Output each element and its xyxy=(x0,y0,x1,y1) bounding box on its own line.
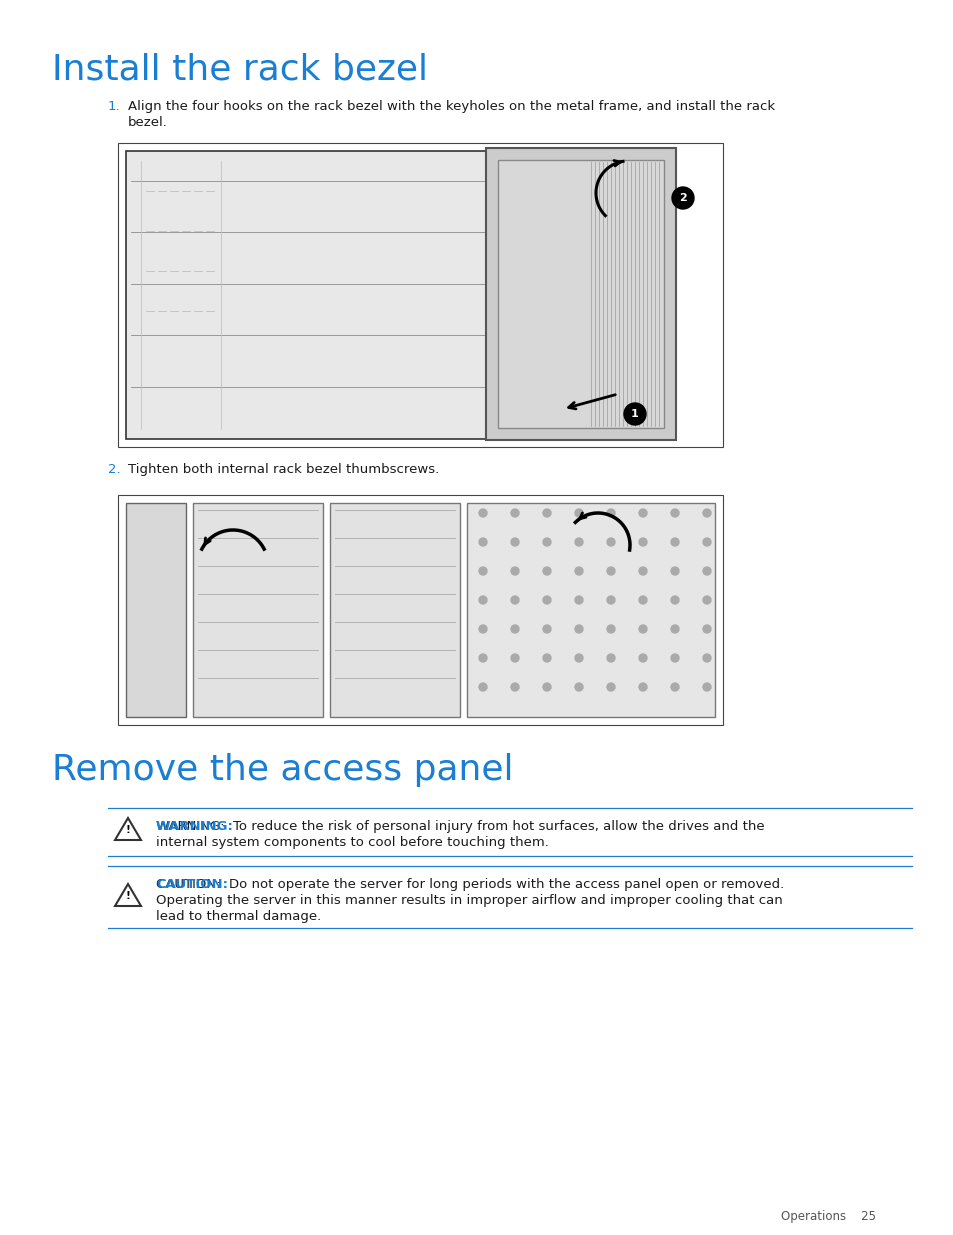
Text: !: ! xyxy=(126,890,131,902)
Circle shape xyxy=(575,538,582,546)
Text: !: ! xyxy=(126,825,131,835)
Circle shape xyxy=(542,655,551,662)
Text: WARNING:  To reduce the risk of personal injury from hot surfaces, allow the dri: WARNING: To reduce the risk of personal … xyxy=(156,820,763,832)
Circle shape xyxy=(575,597,582,604)
Circle shape xyxy=(606,625,615,634)
Circle shape xyxy=(542,683,551,692)
Circle shape xyxy=(639,567,646,576)
Circle shape xyxy=(511,683,518,692)
Circle shape xyxy=(702,597,710,604)
Circle shape xyxy=(639,538,646,546)
Circle shape xyxy=(606,509,615,517)
Circle shape xyxy=(575,625,582,634)
Circle shape xyxy=(702,538,710,546)
Bar xyxy=(485,148,676,440)
Circle shape xyxy=(671,186,693,209)
Circle shape xyxy=(639,509,646,517)
Circle shape xyxy=(670,655,679,662)
Circle shape xyxy=(606,683,615,692)
Polygon shape xyxy=(115,884,141,906)
Text: Operations    25: Operations 25 xyxy=(781,1210,875,1223)
Text: WARNING:: WARNING: xyxy=(156,820,233,832)
Circle shape xyxy=(575,683,582,692)
Circle shape xyxy=(478,625,486,634)
Text: bezel.: bezel. xyxy=(128,116,168,128)
Polygon shape xyxy=(115,818,141,840)
Text: Operating the server in this manner results in improper airflow and improper coo: Operating the server in this manner resu… xyxy=(156,894,781,906)
Circle shape xyxy=(511,625,518,634)
Circle shape xyxy=(639,655,646,662)
Text: Align the four hooks on the rack bezel with the keyholes on the metal frame, and: Align the four hooks on the rack bezel w… xyxy=(128,100,774,112)
Circle shape xyxy=(670,567,679,576)
Circle shape xyxy=(511,567,518,576)
Circle shape xyxy=(511,509,518,517)
Text: CAUTION:: CAUTION: xyxy=(156,878,228,890)
Circle shape xyxy=(702,567,710,576)
Text: CAUTION:  Do not operate the server for long periods with the access panel open : CAUTION: Do not operate the server for l… xyxy=(156,878,783,890)
Circle shape xyxy=(575,509,582,517)
Text: 2: 2 xyxy=(679,193,686,203)
Circle shape xyxy=(542,597,551,604)
Circle shape xyxy=(511,597,518,604)
Bar xyxy=(126,151,505,438)
Circle shape xyxy=(478,567,486,576)
Text: 2.: 2. xyxy=(108,463,120,475)
Circle shape xyxy=(702,625,710,634)
Circle shape xyxy=(702,655,710,662)
Circle shape xyxy=(478,655,486,662)
Circle shape xyxy=(542,625,551,634)
Circle shape xyxy=(670,538,679,546)
Bar xyxy=(467,503,714,718)
Bar xyxy=(118,495,722,725)
Circle shape xyxy=(542,538,551,546)
Circle shape xyxy=(623,403,645,425)
Circle shape xyxy=(478,597,486,604)
Circle shape xyxy=(606,567,615,576)
Circle shape xyxy=(639,683,646,692)
Text: 1: 1 xyxy=(631,409,639,419)
Circle shape xyxy=(575,655,582,662)
Circle shape xyxy=(478,509,486,517)
Circle shape xyxy=(511,538,518,546)
Text: lead to thermal damage.: lead to thermal damage. xyxy=(156,910,321,923)
Circle shape xyxy=(478,538,486,546)
Circle shape xyxy=(542,567,551,576)
Text: Remove the access panel: Remove the access panel xyxy=(52,753,513,787)
Circle shape xyxy=(606,538,615,546)
Circle shape xyxy=(606,655,615,662)
Bar xyxy=(126,503,186,718)
Circle shape xyxy=(606,597,615,604)
Text: Tighten both internal rack bezel thumbscrews.: Tighten both internal rack bezel thumbsc… xyxy=(128,463,438,475)
Circle shape xyxy=(670,625,679,634)
Circle shape xyxy=(639,625,646,634)
Bar xyxy=(497,161,663,429)
Circle shape xyxy=(702,509,710,517)
Text: 1.: 1. xyxy=(108,100,120,112)
Circle shape xyxy=(639,597,646,604)
Circle shape xyxy=(575,567,582,576)
Bar xyxy=(330,503,459,718)
Circle shape xyxy=(670,683,679,692)
Circle shape xyxy=(702,683,710,692)
Circle shape xyxy=(511,655,518,662)
Text: Install the rack bezel: Install the rack bezel xyxy=(52,52,428,86)
Bar xyxy=(118,143,722,447)
Circle shape xyxy=(670,509,679,517)
Circle shape xyxy=(542,509,551,517)
Circle shape xyxy=(670,597,679,604)
Circle shape xyxy=(478,683,486,692)
Text: internal system components to cool before touching them.: internal system components to cool befor… xyxy=(156,836,548,848)
Bar xyxy=(193,503,323,718)
